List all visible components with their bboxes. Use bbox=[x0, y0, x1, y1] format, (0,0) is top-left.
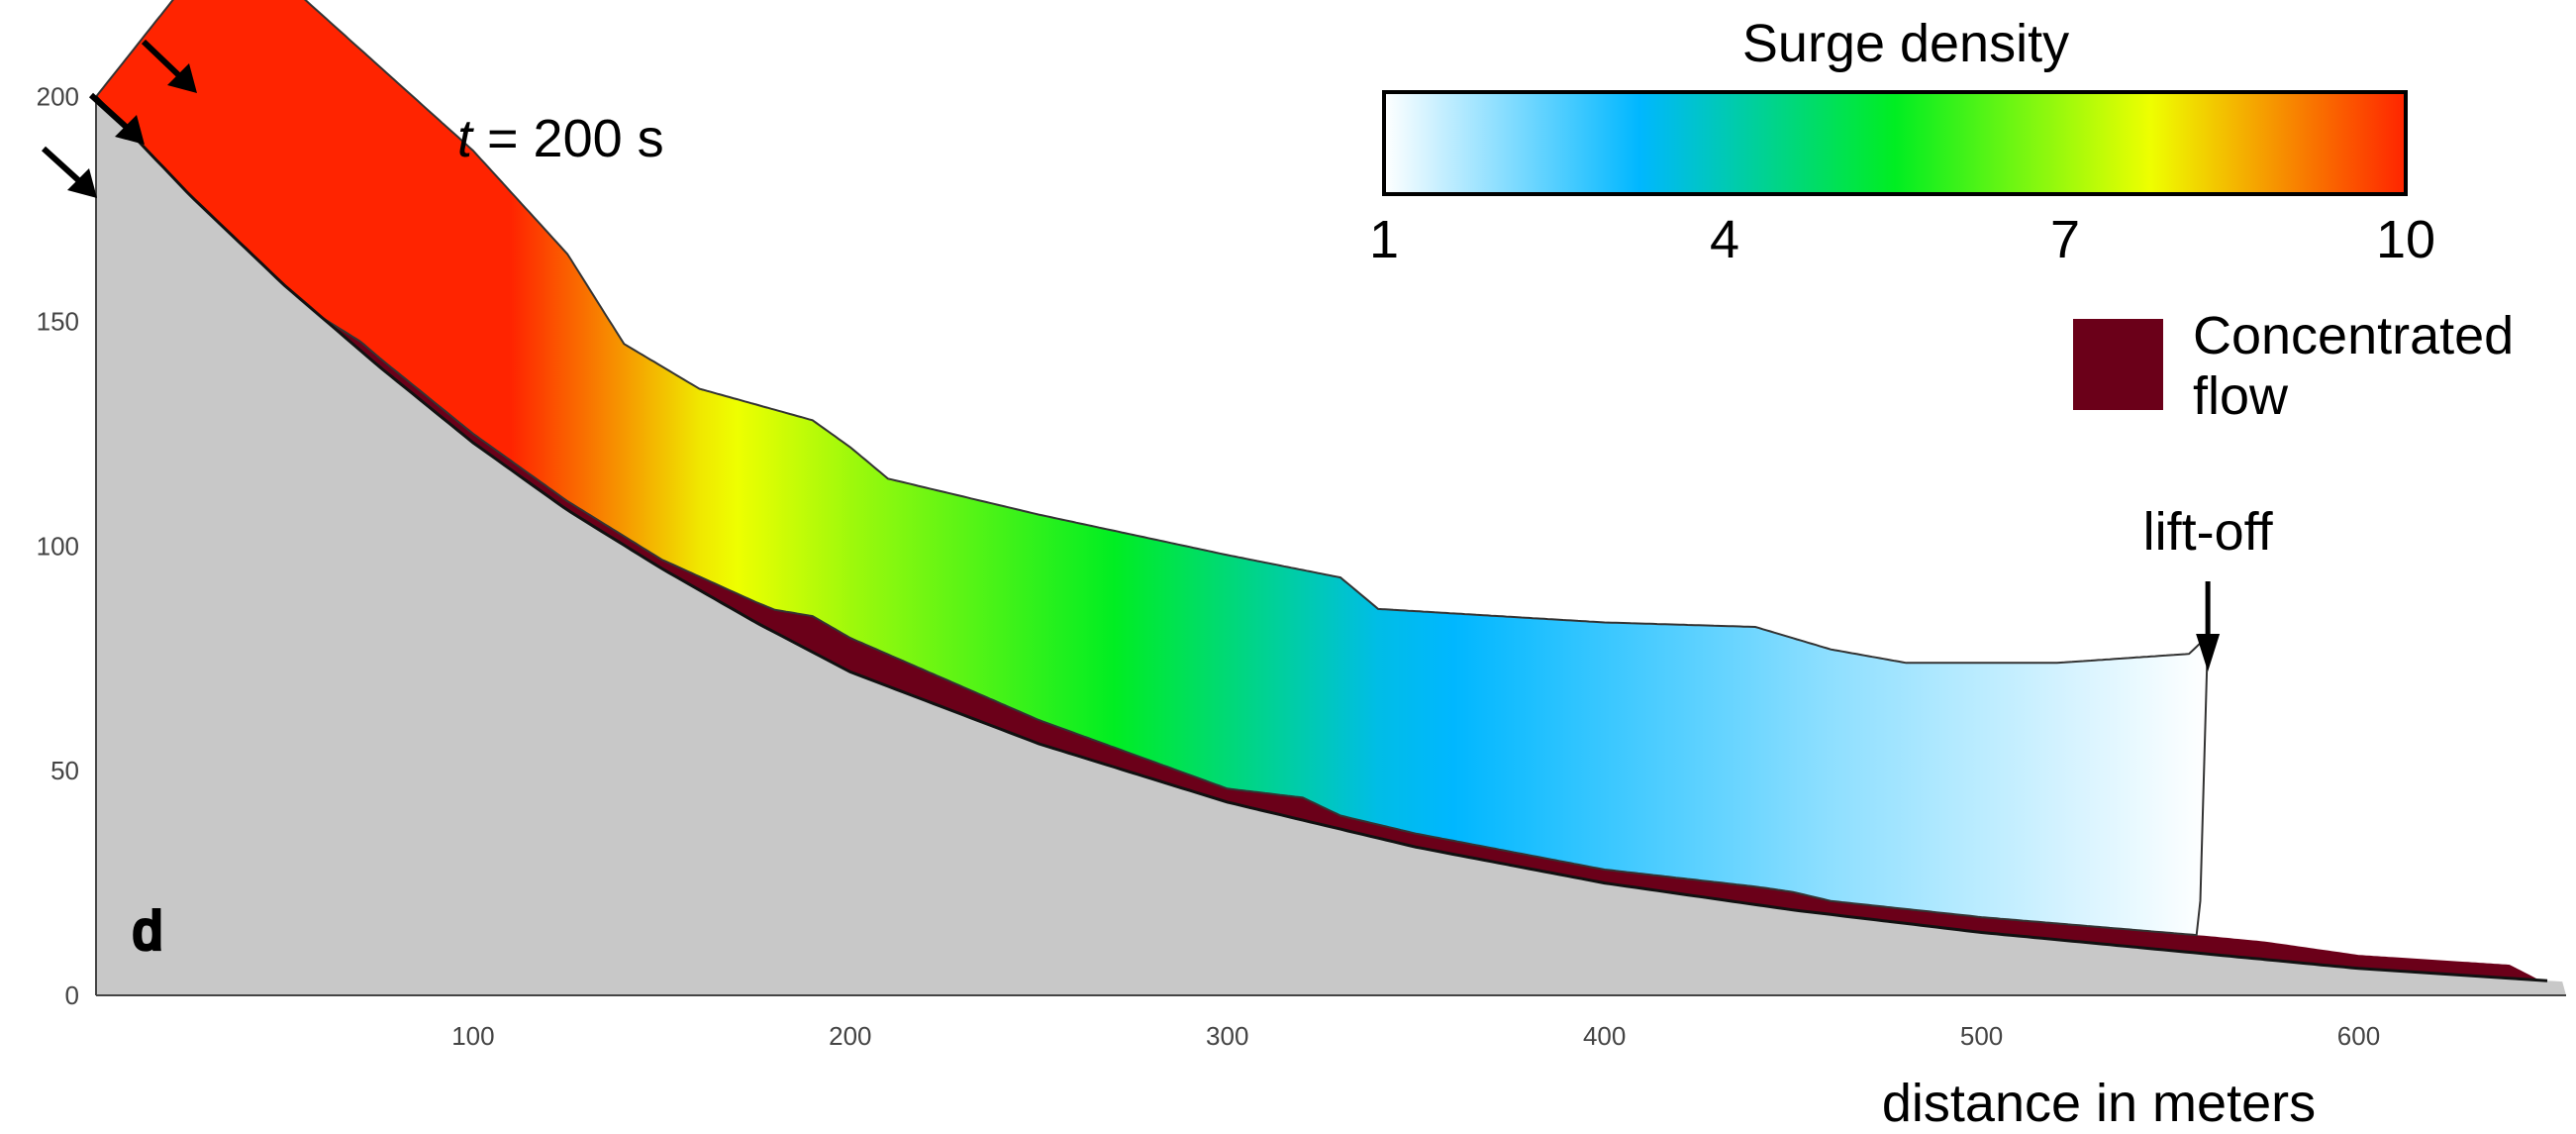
inflow-arrow-head bbox=[67, 168, 97, 198]
ground-area bbox=[96, 96, 2566, 995]
x-tick-label: 400 bbox=[1583, 1021, 1626, 1051]
colorbar-tick-labels: 1 4 7 10 bbox=[1369, 210, 2435, 269]
colorbar-tick-label: 1 bbox=[1369, 210, 1399, 269]
colorbar-tick-label: 10 bbox=[2376, 210, 2435, 269]
x-tick-label: 500 bbox=[1960, 1021, 2003, 1051]
legend-label-line1: Concentrated bbox=[2193, 306, 2514, 365]
colorbar-tick-label: 7 bbox=[2050, 210, 2080, 269]
inflow-arrow-head bbox=[167, 63, 197, 93]
x-tick-label: 600 bbox=[2337, 1021, 2380, 1051]
ground-surface-line bbox=[94, 95, 2548, 982]
colorbar bbox=[1382, 90, 2408, 196]
inflow-arrows bbox=[41, 39, 197, 198]
legend-label-line2: flow bbox=[2193, 366, 2289, 426]
concentrated-flow-area bbox=[322, 317, 2540, 980]
inflow-arrow-head bbox=[115, 115, 145, 145]
colorbar-title: Surge density bbox=[1742, 14, 2069, 73]
panel-label: d bbox=[133, 901, 162, 961]
time-label: t = 200 s bbox=[457, 109, 664, 168]
lift-off-label: lift-off bbox=[2143, 502, 2274, 562]
y-tick-label: 0 bbox=[65, 980, 79, 1010]
colorbar-tick-label: 4 bbox=[1710, 210, 1739, 269]
legend-swatch-concentrated-flow bbox=[2073, 319, 2163, 410]
y-tick-label: 150 bbox=[37, 307, 79, 337]
y-tick-label: 50 bbox=[50, 756, 79, 785]
x-tick-label: 100 bbox=[451, 1021, 494, 1051]
x-axis-title: distance in meters bbox=[1882, 1074, 2316, 1133]
x-tick-labels: 100 200 300 400 500 600 bbox=[451, 1021, 2380, 1051]
x-tick-label: 300 bbox=[1206, 1021, 1248, 1051]
lift-off-arrow-head bbox=[2196, 634, 2221, 671]
y-tick-label: 200 bbox=[37, 82, 79, 112]
x-tick-label: 200 bbox=[829, 1021, 871, 1051]
y-tick-labels: 0 50 100 150 200 bbox=[37, 82, 79, 1010]
y-tick-label: 100 bbox=[37, 531, 79, 561]
